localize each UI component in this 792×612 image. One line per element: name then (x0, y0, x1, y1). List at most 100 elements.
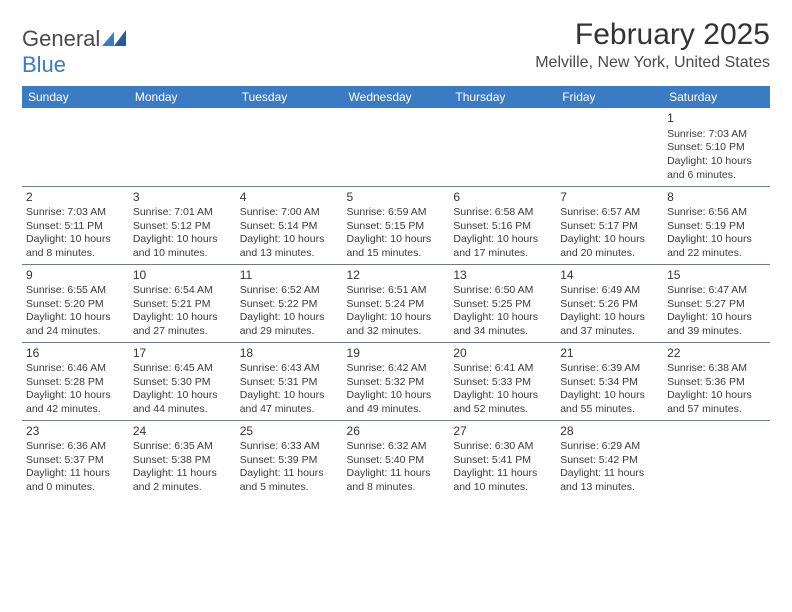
daylight-line: Daylight: 10 hours and 42 minutes. (26, 389, 125, 416)
calendar-week-row: 16Sunrise: 6:46 AMSunset: 5:28 PMDayligh… (22, 342, 770, 420)
day-number: 26 (347, 424, 446, 440)
sunrise-line: Sunrise: 6:38 AM (667, 362, 766, 376)
day-number: 27 (453, 424, 552, 440)
daylight-line: Daylight: 10 hours and 20 minutes. (560, 233, 659, 260)
location-text: Melville, New York, United States (535, 54, 770, 72)
day-number: 17 (133, 346, 232, 362)
calendar-day-cell (556, 108, 663, 186)
daylight-line: Daylight: 10 hours and 24 minutes. (26, 311, 125, 338)
daylight-line: Daylight: 10 hours and 49 minutes. (347, 389, 446, 416)
sunrise-line: Sunrise: 6:55 AM (26, 284, 125, 298)
sunrise-line: Sunrise: 6:46 AM (26, 362, 125, 376)
calendar-day-cell (663, 420, 770, 498)
daylight-line: Daylight: 10 hours and 29 minutes. (240, 311, 339, 338)
sunset-line: Sunset: 5:11 PM (26, 220, 125, 234)
day-number: 7 (560, 190, 659, 206)
calendar-day-cell: 12Sunrise: 6:51 AMSunset: 5:24 PMDayligh… (343, 264, 450, 342)
calendar-day-cell: 14Sunrise: 6:49 AMSunset: 5:26 PMDayligh… (556, 264, 663, 342)
calendar-day-cell: 4Sunrise: 7:00 AMSunset: 5:14 PMDaylight… (236, 186, 343, 264)
day-number: 1 (667, 111, 766, 127)
calendar-day-cell: 17Sunrise: 6:45 AMSunset: 5:30 PMDayligh… (129, 342, 236, 420)
sunset-line: Sunset: 5:33 PM (453, 376, 552, 390)
day-header: Wednesday (343, 86, 450, 108)
day-header: Tuesday (236, 86, 343, 108)
title-block: February 2025 Melville, New York, United… (535, 18, 770, 72)
logo-flag-icon (102, 30, 126, 46)
daylight-line: Daylight: 10 hours and 34 minutes. (453, 311, 552, 338)
daylight-line: Daylight: 10 hours and 22 minutes. (667, 233, 766, 260)
calendar-day-cell (343, 108, 450, 186)
daylight-line: Daylight: 10 hours and 32 minutes. (347, 311, 446, 338)
day-number: 5 (347, 190, 446, 206)
calendar-day-cell (236, 108, 343, 186)
sunrise-line: Sunrise: 6:30 AM (453, 440, 552, 454)
day-header: Saturday (663, 86, 770, 108)
sunrise-line: Sunrise: 6:43 AM (240, 362, 339, 376)
logo-word2: Blue (22, 52, 66, 77)
day-number: 23 (26, 424, 125, 440)
day-number: 11 (240, 268, 339, 284)
daylight-line: Daylight: 11 hours and 8 minutes. (347, 467, 446, 494)
calendar-day-cell: 26Sunrise: 6:32 AMSunset: 5:40 PMDayligh… (343, 420, 450, 498)
day-number: 15 (667, 268, 766, 284)
day-number: 10 (133, 268, 232, 284)
calendar-day-cell: 10Sunrise: 6:54 AMSunset: 5:21 PMDayligh… (129, 264, 236, 342)
calendar-day-cell: 24Sunrise: 6:35 AMSunset: 5:38 PMDayligh… (129, 420, 236, 498)
daylight-line: Daylight: 10 hours and 8 minutes. (26, 233, 125, 260)
sunrise-line: Sunrise: 6:33 AM (240, 440, 339, 454)
daylight-line: Daylight: 10 hours and 55 minutes. (560, 389, 659, 416)
calendar-day-cell: 18Sunrise: 6:43 AMSunset: 5:31 PMDayligh… (236, 342, 343, 420)
day-number: 9 (26, 268, 125, 284)
sunset-line: Sunset: 5:12 PM (133, 220, 232, 234)
calendar-week-row: 9Sunrise: 6:55 AMSunset: 5:20 PMDaylight… (22, 264, 770, 342)
sunrise-line: Sunrise: 6:32 AM (347, 440, 446, 454)
calendar-day-cell: 15Sunrise: 6:47 AMSunset: 5:27 PMDayligh… (663, 264, 770, 342)
daylight-line: Daylight: 11 hours and 5 minutes. (240, 467, 339, 494)
calendar-day-cell: 13Sunrise: 6:50 AMSunset: 5:25 PMDayligh… (449, 264, 556, 342)
sunrise-line: Sunrise: 7:01 AM (133, 206, 232, 220)
header: GeneralBlue February 2025 Melville, New … (22, 18, 770, 78)
daylight-line: Daylight: 10 hours and 27 minutes. (133, 311, 232, 338)
daylight-line: Daylight: 11 hours and 2 minutes. (133, 467, 232, 494)
logo-word1: General (22, 26, 100, 51)
sunset-line: Sunset: 5:26 PM (560, 298, 659, 312)
sunrise-line: Sunrise: 6:56 AM (667, 206, 766, 220)
calendar-day-cell: 19Sunrise: 6:42 AMSunset: 5:32 PMDayligh… (343, 342, 450, 420)
calendar-week-row: 1Sunrise: 7:03 AMSunset: 5:10 PMDaylight… (22, 108, 770, 186)
day-number: 2 (26, 190, 125, 206)
calendar-body: 1Sunrise: 7:03 AMSunset: 5:10 PMDaylight… (22, 108, 770, 498)
calendar-day-cell: 3Sunrise: 7:01 AMSunset: 5:12 PMDaylight… (129, 186, 236, 264)
sunset-line: Sunset: 5:17 PM (560, 220, 659, 234)
sunset-line: Sunset: 5:39 PM (240, 454, 339, 468)
sunset-line: Sunset: 5:30 PM (133, 376, 232, 390)
daylight-line: Daylight: 10 hours and 52 minutes. (453, 389, 552, 416)
sunset-line: Sunset: 5:42 PM (560, 454, 659, 468)
day-number: 19 (347, 346, 446, 362)
day-header: Sunday (22, 86, 129, 108)
sunset-line: Sunset: 5:25 PM (453, 298, 552, 312)
sunset-line: Sunset: 5:28 PM (26, 376, 125, 390)
sunset-line: Sunset: 5:20 PM (26, 298, 125, 312)
sunrise-line: Sunrise: 6:59 AM (347, 206, 446, 220)
daylight-line: Daylight: 11 hours and 10 minutes. (453, 467, 552, 494)
daylight-line: Daylight: 11 hours and 0 minutes. (26, 467, 125, 494)
sunset-line: Sunset: 5:15 PM (347, 220, 446, 234)
calendar-table: SundayMondayTuesdayWednesdayThursdayFrid… (22, 86, 770, 498)
sunset-line: Sunset: 5:36 PM (667, 376, 766, 390)
sunset-line: Sunset: 5:41 PM (453, 454, 552, 468)
daylight-line: Daylight: 10 hours and 37 minutes. (560, 311, 659, 338)
sunset-line: Sunset: 5:24 PM (347, 298, 446, 312)
daylight-line: Daylight: 10 hours and 57 minutes. (667, 389, 766, 416)
sunrise-line: Sunrise: 6:58 AM (453, 206, 552, 220)
calendar-day-cell: 23Sunrise: 6:36 AMSunset: 5:37 PMDayligh… (22, 420, 129, 498)
day-header: Monday (129, 86, 236, 108)
day-header: Friday (556, 86, 663, 108)
sunrise-line: Sunrise: 6:57 AM (560, 206, 659, 220)
calendar-day-cell: 28Sunrise: 6:29 AMSunset: 5:42 PMDayligh… (556, 420, 663, 498)
sunrise-line: Sunrise: 6:35 AM (133, 440, 232, 454)
daylight-line: Daylight: 10 hours and 17 minutes. (453, 233, 552, 260)
calendar-header-row: SundayMondayTuesdayWednesdayThursdayFrid… (22, 86, 770, 108)
day-number: 12 (347, 268, 446, 284)
sunset-line: Sunset: 5:10 PM (667, 141, 766, 155)
calendar-day-cell (22, 108, 129, 186)
